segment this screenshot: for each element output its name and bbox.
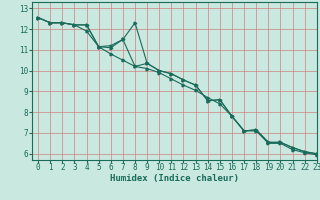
X-axis label: Humidex (Indice chaleur): Humidex (Indice chaleur) [110, 174, 239, 183]
